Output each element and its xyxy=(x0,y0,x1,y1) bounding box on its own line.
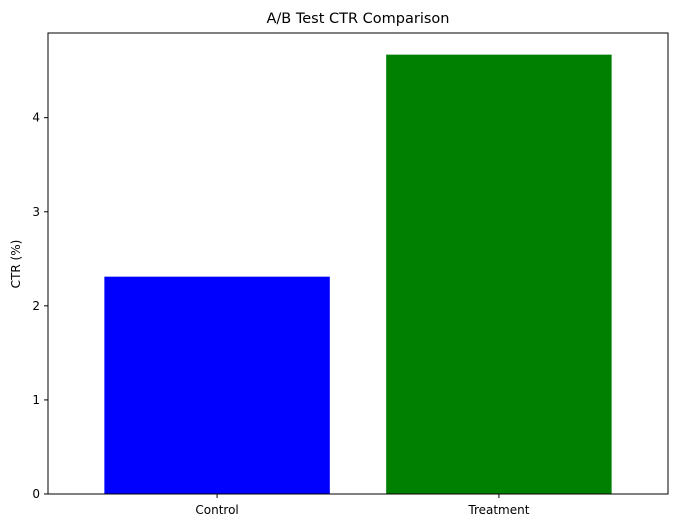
y-tick-label: 4 xyxy=(32,111,40,125)
chart-title: A/B Test CTR Comparison xyxy=(266,11,449,27)
y-axis-label: CTR (%) xyxy=(9,240,23,289)
y-tick-label: 1 xyxy=(32,393,40,407)
y-tick-label: 2 xyxy=(32,299,40,313)
y-axis-ticks: 0 1 2 3 4 xyxy=(32,111,48,501)
bar-treatment xyxy=(386,54,612,494)
x-tick-label: Control xyxy=(195,503,238,517)
x-tick-label: Treatment xyxy=(467,503,529,517)
plot-area-frame xyxy=(47,32,669,495)
bars-layer xyxy=(104,54,612,494)
bar-control xyxy=(104,276,330,494)
x-axis-ticks: Control Treatment xyxy=(195,494,530,517)
y-tick-label: 0 xyxy=(32,487,40,501)
y-tick-label: 3 xyxy=(32,205,40,219)
